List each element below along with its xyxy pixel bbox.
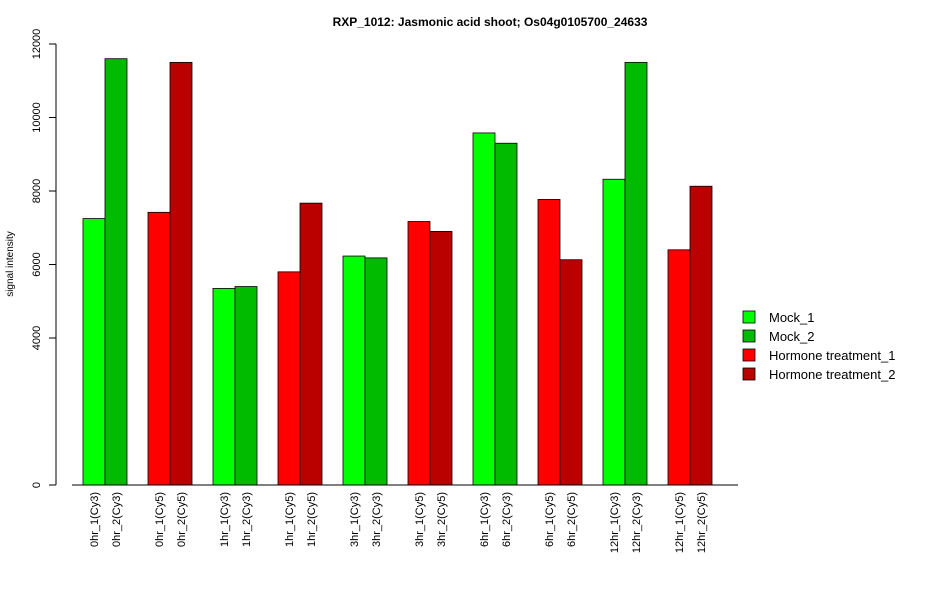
legend-swatch — [742, 348, 756, 362]
bar — [277, 271, 301, 486]
bar — [689, 185, 713, 486]
chart-title: RXP_1012: Jasmonic acid shoot; Os04g0105… — [333, 15, 648, 29]
x-tick-label: 3hr_2(Cy5) — [436, 492, 448, 547]
x-tick-label: 12hr_1(Cy3) — [609, 492, 621, 553]
y-tick-label: 0 — [31, 482, 43, 488]
x-tick-label: 6hr_2(Cy5) — [566, 492, 578, 547]
bar — [494, 142, 518, 486]
x-tick-label: 1hr_1(Cy5) — [284, 492, 296, 547]
bar — [82, 218, 106, 486]
bar — [429, 231, 453, 486]
y-axis: 0 4000 6000 8000 10000 12000 — [31, 29, 57, 488]
x-tick-label: 6hr_2(Cy3) — [501, 492, 513, 547]
x-tick-label: 6hr_1(Cy3) — [479, 492, 491, 547]
y-axis-label: signal intensity — [5, 231, 16, 297]
x-tick-label: 6hr_1(Cy5) — [544, 492, 556, 547]
y-tick-label: 12000 — [31, 29, 43, 60]
y-tick-label: 4000 — [31, 326, 43, 350]
bar — [234, 286, 258, 486]
bar — [667, 249, 691, 486]
x-tick-label: 0hr_1(Cy5) — [154, 492, 166, 547]
legend-label: Hormone treatment_1 — [769, 348, 895, 363]
bar — [472, 132, 496, 486]
x-tick-label: 1hr_1(Cy3) — [219, 492, 231, 547]
legend: Mock_1 Mock_2 Hormone treatment_1 Hormone t… — [742, 310, 895, 382]
legend-label: Mock_2 — [769, 329, 815, 344]
x-tick-label: 3hr_1(Cy5) — [414, 492, 426, 547]
bar — [212, 287, 236, 486]
x-tick-label: 12hr_2(Cy3) — [631, 492, 643, 553]
bars-group — [82, 58, 713, 486]
legend-swatch — [742, 367, 756, 381]
bar — [407, 221, 431, 486]
legend-label: Hormone treatment_2 — [769, 367, 895, 382]
bar — [169, 61, 193, 486]
bar — [147, 211, 171, 486]
bar — [559, 259, 583, 486]
x-tick-label: 3hr_1(Cy3) — [349, 492, 361, 547]
y-tick-label: 10000 — [31, 102, 43, 133]
x-tick-label: 0hr_1(Cy3) — [89, 492, 101, 547]
x-tick-labels: 0hr_1(Cy3) 0hr_2(Cy3) 0hr_1(Cy5) 0hr_2(Cy5)… — [89, 492, 708, 553]
bar — [104, 58, 128, 486]
bar — [342, 255, 366, 486]
y-tick-label: 6000 — [31, 252, 43, 276]
bar — [624, 61, 648, 486]
bar — [299, 202, 323, 486]
y-tick-label: 8000 — [31, 179, 43, 203]
bar — [364, 257, 388, 486]
x-tick-label: 1hr_2(Cy3) — [241, 492, 253, 547]
x-tick-label: 1hr_2(Cy5) — [306, 492, 318, 547]
legend-swatch — [742, 310, 756, 324]
bar — [602, 178, 626, 486]
x-tick-label: 12hr_1(Cy5) — [674, 492, 686, 553]
bar — [537, 199, 561, 486]
legend-swatch — [742, 329, 756, 343]
x-tick-label: 0hr_2(Cy5) — [176, 492, 188, 547]
legend-label: Mock_1 — [769, 310, 815, 325]
x-tick-label: 3hr_2(Cy3) — [371, 492, 383, 547]
x-tick-label: 0hr_2(Cy3) — [111, 492, 123, 547]
x-tick-label: 12hr_2(Cy5) — [696, 492, 708, 553]
